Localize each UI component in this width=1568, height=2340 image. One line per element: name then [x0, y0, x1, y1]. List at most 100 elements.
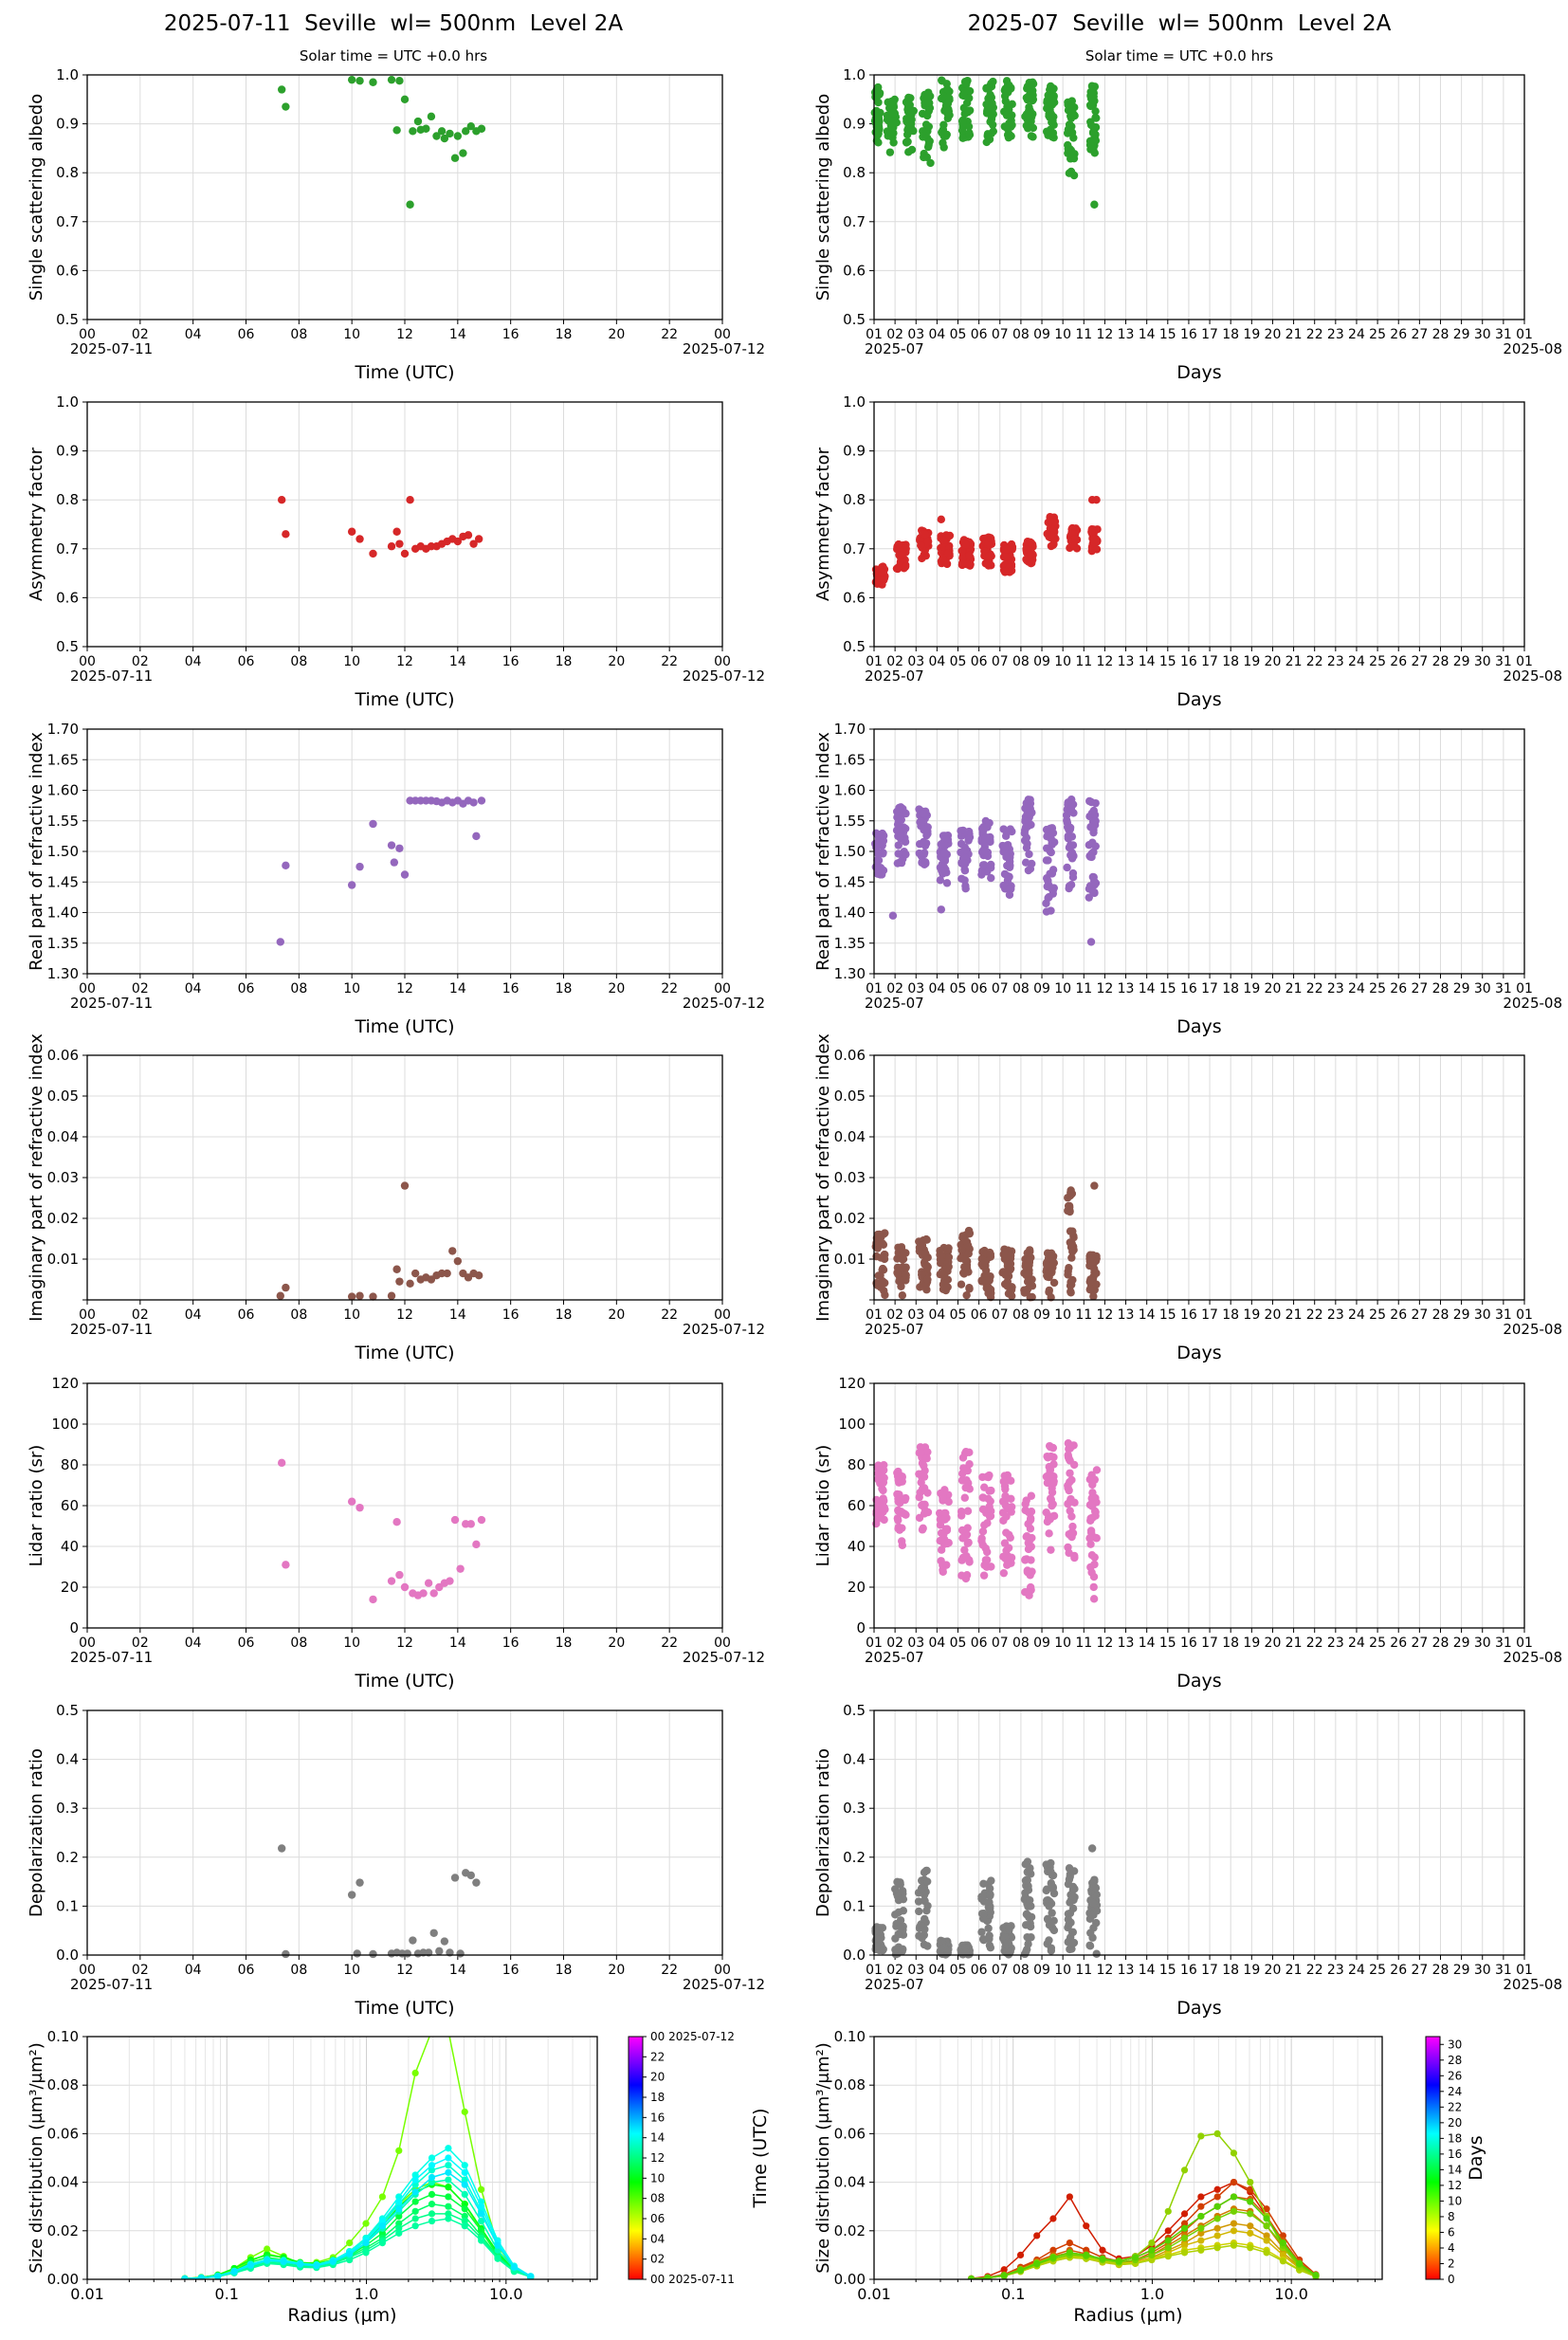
imag-monthly-point: [876, 1271, 884, 1280]
asym-daily-point: [400, 549, 410, 558]
real-monthly-xtick-label: 03: [907, 981, 924, 996]
size-daily-series-point: [411, 2207, 419, 2215]
imag-daily-ytick-label: 0.06: [47, 1047, 79, 1064]
real-monthly-point: [897, 815, 905, 824]
size-daily-series-point: [445, 2027, 451, 2034]
real-daily-xtick-label: 00: [714, 981, 731, 996]
asym-monthly-xtick-label: 29: [1453, 654, 1470, 669]
imag-daily-date-start: 2025-07-11: [70, 1321, 153, 1338]
lidar-monthly-point: [894, 1523, 903, 1531]
size-monthly-series-point: [1180, 2241, 1189, 2249]
asym-daily-ylabel: Asymmetry factor: [27, 447, 46, 601]
asym-monthly-point: [943, 549, 953, 558]
ssa-daily-ytick-label: 0.8: [56, 164, 79, 181]
ssa-daily-point: [427, 112, 436, 121]
real-daily-ytick-label: 1.45: [47, 873, 79, 890]
depol-monthly-xlabel: Days: [1176, 1998, 1221, 2019]
depol-monthly-date-end: 2025-08: [1503, 1976, 1562, 1993]
lidar-monthly-point: [939, 1494, 947, 1504]
lidar-monthly-xtick-label: 14: [1139, 1636, 1156, 1651]
imag-monthly-xtick-label: 22: [1306, 1307, 1323, 1323]
depol-monthly-xtick-label: 31: [1495, 1963, 1512, 1978]
size-daily-xtick-label: 0.1: [215, 2285, 239, 2303]
depol-daily-point: [356, 1878, 364, 1887]
lidar-monthly-ytick-label: 80: [848, 1456, 866, 1473]
depol-daily-ytick-label: 0.4: [56, 1751, 79, 1768]
ssa-monthly-point: [1029, 133, 1037, 141]
asym-monthly-xtick-label: 05: [950, 654, 967, 669]
lidar-monthly-point: [999, 1568, 1009, 1578]
lidar-monthly-point: [979, 1493, 988, 1502]
size-daily-series-point: [478, 2227, 485, 2235]
real-monthly-point: [917, 817, 926, 826]
size-monthly-series-point: [1247, 2179, 1254, 2186]
depol-monthly-point: [1045, 1902, 1053, 1910]
depol-monthly-point: [1020, 1949, 1030, 1959]
real-monthly-point: [895, 826, 903, 835]
size-monthly-xlabel: Radius (μm): [1073, 2305, 1182, 2326]
size-monthly-series-point: [1164, 2237, 1172, 2244]
cbar-left-tick-label: 14: [650, 2131, 665, 2145]
lidar-monthly-point: [987, 1563, 995, 1571]
depol-monthly-point: [1022, 1910, 1031, 1919]
size-monthly-series-point: [1263, 2205, 1270, 2213]
depol-daily-point: [277, 1844, 286, 1853]
real-daily-point: [369, 819, 377, 829]
asym-daily-point: [277, 496, 286, 504]
cbar-right-tick-label: 4: [1448, 2241, 1455, 2255]
lidar-monthly-point: [978, 1527, 988, 1536]
size-daily-series-point: [395, 2198, 403, 2205]
ssa-daily-ytick-label: 1.0: [56, 66, 79, 83]
real-monthly-ytick-label: 1.60: [834, 782, 866, 799]
asym-daily-ytick-label: 0.6: [56, 589, 79, 606]
size-monthly-series-point: [1263, 2222, 1270, 2230]
depol-monthly-point: [979, 1909, 989, 1918]
asym-monthly-xtick-label: 14: [1139, 654, 1156, 669]
ssa-daily-point: [413, 117, 423, 126]
depol-monthly-xtick-label: 07: [992, 1963, 1009, 1978]
asym-monthly-xtick-label: 23: [1327, 654, 1344, 669]
real-monthly-xtick-label: 21: [1285, 981, 1303, 996]
ssa-monthly-xtick-label: 16: [1180, 327, 1197, 342]
depol-monthly-xtick-label: 12: [1097, 1963, 1114, 1978]
imag-monthly-xtick-label: 06: [971, 1307, 988, 1323]
size-daily-series-point: [411, 2215, 419, 2222]
size-monthly-series-point: [1164, 2253, 1172, 2260]
lidar-monthly-xtick-label: 06: [971, 1636, 988, 1651]
real-monthly-point: [902, 850, 910, 859]
asym-monthly-xtick-label: 25: [1369, 654, 1386, 669]
depol-monthly-xtick-label: 18: [1222, 1963, 1239, 1978]
ssa-monthly-point: [1090, 200, 1099, 209]
real-monthly-point: [875, 863, 884, 872]
real-daily-frame: [86, 728, 723, 975]
ssa-monthly-point: [907, 110, 916, 119]
lidar-daily-xtick-label: 20: [608, 1636, 625, 1651]
imag-daily-point: [474, 1271, 483, 1280]
real-monthly-point: [1022, 843, 1031, 852]
ssa-monthly-point: [1064, 140, 1072, 150]
ssa-daily-xtick-label: 06: [238, 327, 255, 342]
ssa-monthly-point: [920, 153, 928, 162]
size-daily-series-point: [445, 2154, 452, 2162]
lidar-daily-point: [277, 1458, 286, 1468]
depol-monthly-point: [1091, 1884, 1101, 1892]
real-monthly-frame: [873, 728, 1525, 975]
depol-monthly-point: [922, 1877, 932, 1886]
lidar-daily-xtick-label: 18: [556, 1636, 573, 1651]
imag-monthly-point: [1086, 1252, 1096, 1262]
size-monthly-series-point: [967, 2275, 975, 2279]
size-daily-series-point: [428, 2217, 436, 2225]
size-monthly-series-point: [1180, 2166, 1189, 2174]
real-monthly-point: [957, 858, 966, 868]
imag-monthly-point: [921, 1260, 929, 1269]
lidar-monthly-xtick-label: 19: [1243, 1636, 1260, 1651]
asym-monthly-bg: [874, 402, 1524, 647]
asym-monthly-point: [1043, 529, 1051, 539]
lidar-monthly-point: [944, 1539, 953, 1547]
real-monthly-ytick-label: 1.55: [834, 813, 866, 830]
depol-monthly-point: [898, 1887, 907, 1895]
ssa-daily-ytick-label: 0.6: [56, 262, 79, 279]
ssa-monthly-xtick-label: 01: [1516, 327, 1533, 342]
size-daily-series-point: [378, 2239, 387, 2247]
size-monthly-series-point: [1230, 2227, 1238, 2235]
